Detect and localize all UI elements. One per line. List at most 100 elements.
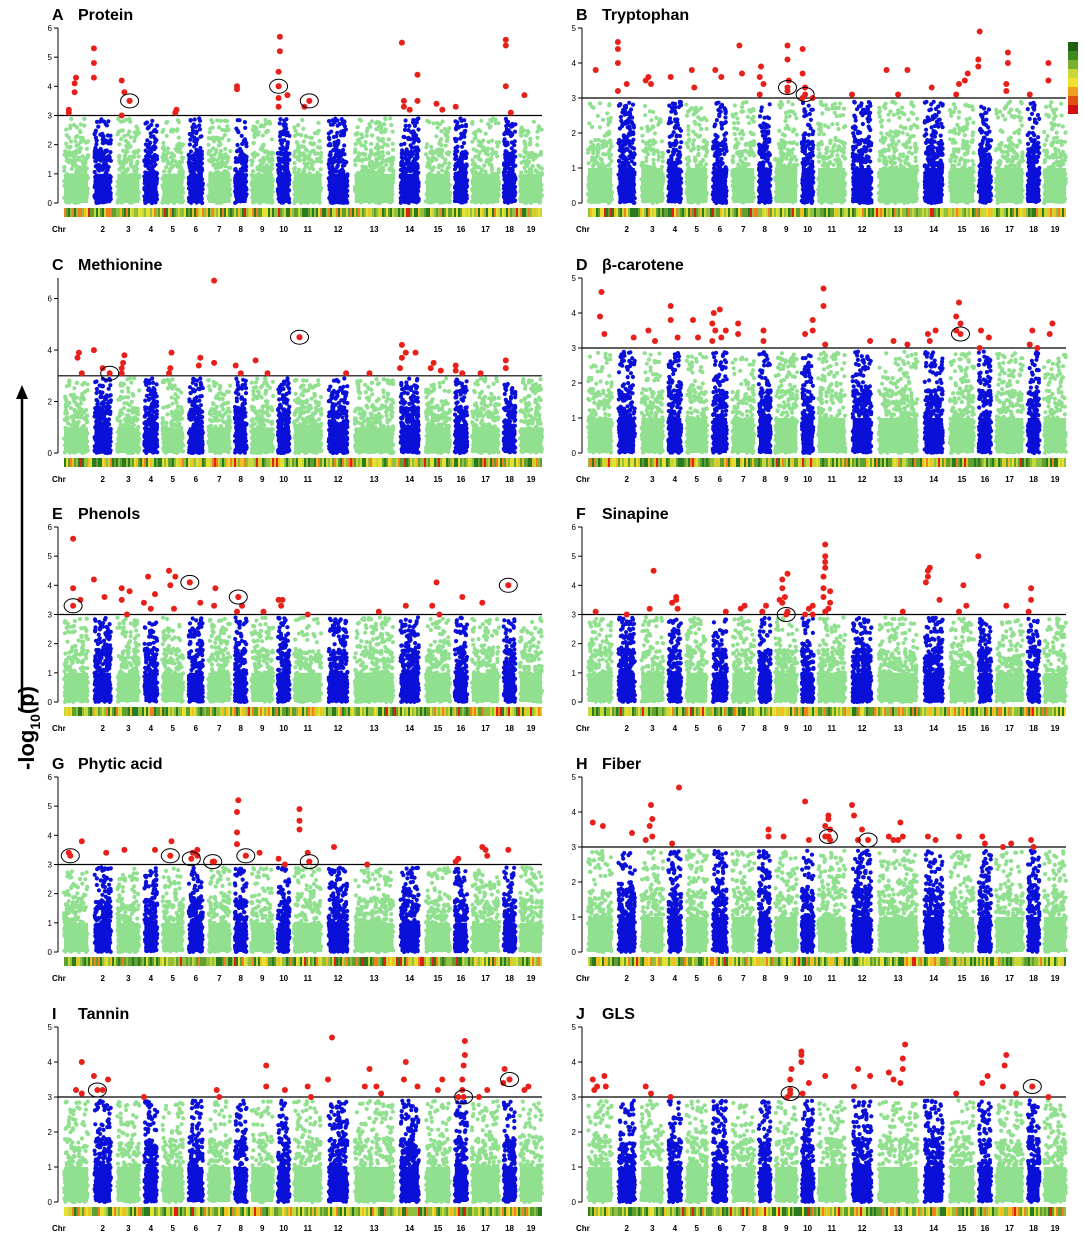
snp-point xyxy=(69,117,73,121)
chr-dense-band xyxy=(117,174,139,203)
snp-point xyxy=(94,164,98,168)
snp-point xyxy=(144,160,148,164)
snp-point xyxy=(69,139,73,143)
snp-point xyxy=(82,124,86,128)
snp-point xyxy=(108,150,112,154)
snp-point xyxy=(125,146,129,150)
panel-title: Protein xyxy=(78,7,133,24)
snp-point xyxy=(119,137,123,141)
snp-point xyxy=(70,167,74,171)
snp-point xyxy=(106,133,110,137)
snp-point xyxy=(99,119,103,123)
snp-point xyxy=(132,139,136,143)
snp-point xyxy=(149,169,153,173)
snp-point xyxy=(73,139,77,143)
chr-1-points xyxy=(62,117,90,205)
snp-point xyxy=(62,169,66,173)
snp-point xyxy=(105,123,109,127)
snp-point xyxy=(69,153,73,157)
snp-point xyxy=(135,160,139,164)
snp-point xyxy=(85,166,89,170)
snp-point xyxy=(146,126,150,130)
snp-point xyxy=(132,150,136,154)
snp-point xyxy=(145,138,149,142)
snp-point xyxy=(117,142,121,146)
snp-point xyxy=(77,156,81,160)
chr-5-points xyxy=(160,118,185,205)
snp-point xyxy=(81,154,85,158)
snp-point xyxy=(98,167,102,171)
snp-point xyxy=(98,133,102,137)
snp-point xyxy=(122,163,126,167)
snp-point xyxy=(121,119,125,123)
chr-4-points xyxy=(142,119,159,205)
snp-point xyxy=(74,154,78,158)
snp-point xyxy=(84,157,88,161)
snp-point xyxy=(136,127,140,131)
snp-point xyxy=(148,154,152,158)
snp-point xyxy=(149,161,153,165)
chr-3-points xyxy=(115,117,141,205)
snp-point xyxy=(93,170,97,174)
snp-point xyxy=(107,154,111,158)
snp-point xyxy=(129,135,133,139)
snp-point xyxy=(65,152,69,156)
snp-point xyxy=(65,133,69,137)
snp-point xyxy=(117,154,121,158)
snp-point xyxy=(97,157,101,161)
snp-point xyxy=(103,140,107,144)
snp-point xyxy=(145,143,149,147)
snp-point xyxy=(129,160,133,164)
snp-point xyxy=(154,138,158,142)
snp-point xyxy=(72,123,76,127)
snp-point xyxy=(131,155,135,159)
snp-point xyxy=(152,144,156,148)
snp-point xyxy=(105,148,109,152)
snp-point xyxy=(103,159,107,163)
snp-point xyxy=(145,120,149,124)
snp-point xyxy=(93,155,97,159)
snp-point xyxy=(73,150,77,154)
snp-point xyxy=(108,140,112,144)
snp-point xyxy=(135,132,139,136)
chr-dense-band xyxy=(144,174,157,203)
panel-A: A Protein0123456Chr 2 3 4 5 6 7 8 9 10 11 12 13 14 15 16… xyxy=(48,7,544,234)
snp-point xyxy=(151,134,155,138)
snp-point xyxy=(125,150,129,154)
snp-point xyxy=(162,169,166,173)
snp-point xyxy=(109,159,113,163)
snp-point xyxy=(122,134,126,138)
snp-point xyxy=(116,132,120,136)
snp-point xyxy=(86,140,90,144)
snp-point xyxy=(151,165,155,169)
figure: A Protein0123456Chr 2 3 4 5 6 7 8 9 10 11 12 13 14 15 16… xyxy=(0,0,1084,1239)
snp-point xyxy=(121,149,125,153)
snp-point xyxy=(124,139,128,143)
snp-point xyxy=(78,136,82,140)
snp-point xyxy=(96,125,100,129)
snp-point xyxy=(94,129,98,133)
snp-point xyxy=(152,129,156,133)
snp-point xyxy=(148,147,152,151)
snp-point xyxy=(143,163,147,167)
snp-point xyxy=(82,117,86,121)
snp-point xyxy=(68,126,72,130)
snp-point xyxy=(144,154,148,158)
snp-point xyxy=(137,154,141,158)
snp-point xyxy=(134,164,138,168)
snp-point xyxy=(106,119,110,123)
snp-point xyxy=(104,164,108,168)
snp-point xyxy=(93,159,97,163)
chr-2-points xyxy=(92,117,113,205)
snp-point xyxy=(121,128,125,132)
snp-point xyxy=(65,158,69,162)
snp-point xyxy=(127,129,131,133)
snp-point xyxy=(74,144,78,148)
snp-point xyxy=(164,165,168,169)
chr-dense-band xyxy=(95,174,111,203)
snp-point xyxy=(79,166,83,170)
chr-dense-band xyxy=(64,174,88,203)
snp-point xyxy=(85,147,89,151)
snp-point xyxy=(128,120,132,124)
snp-point xyxy=(62,165,66,169)
